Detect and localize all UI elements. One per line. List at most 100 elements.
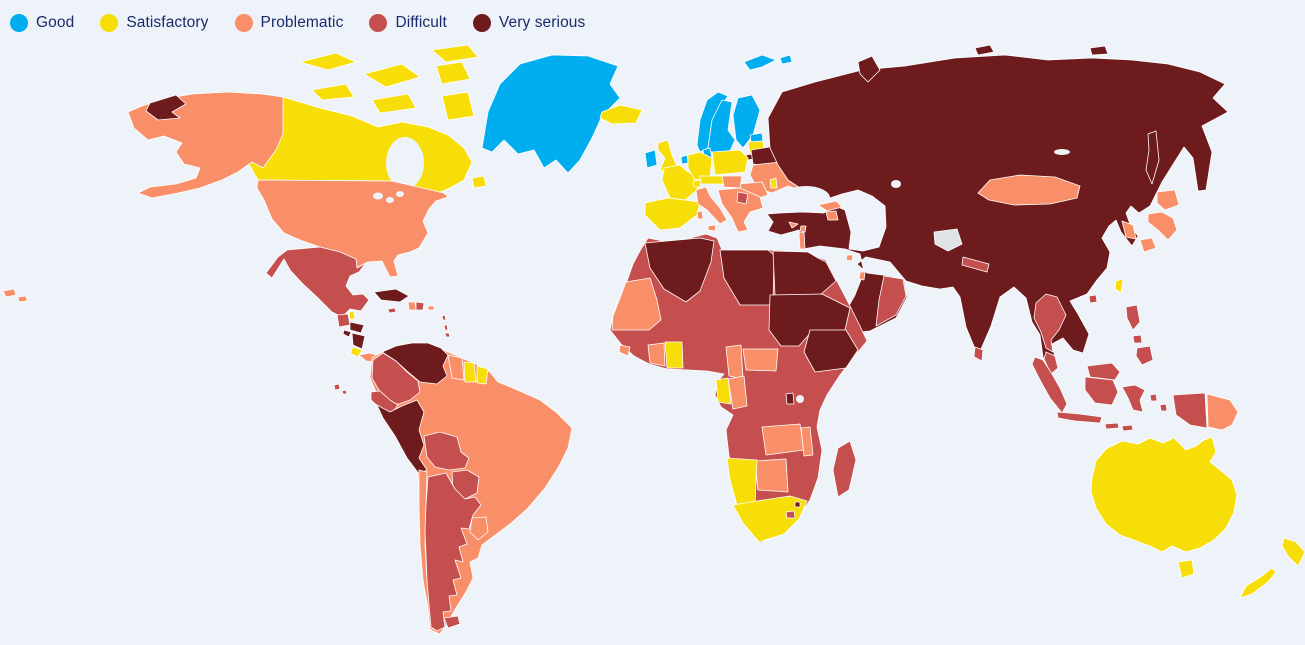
region-lesotho[interactable] xyxy=(785,510,796,519)
region-new-siberian-islands[interactable] xyxy=(1089,45,1109,56)
region-central-african-republic[interactable] xyxy=(742,348,779,372)
region-western-sahara-mauritania-senegal[interactable] xyxy=(611,277,662,331)
region-malaysia-borneo[interactable] xyxy=(1086,362,1121,381)
region-indonesia-java[interactable] xyxy=(1056,411,1103,424)
region-hainan[interactable] xyxy=(1088,294,1098,304)
region-botswana[interactable] xyxy=(754,458,789,493)
region-jamaica[interactable] xyxy=(387,307,397,314)
region-papua-new-guinea[interactable] xyxy=(1206,393,1239,431)
region-oman[interactable] xyxy=(875,275,907,327)
region-uruguay[interactable] xyxy=(469,516,489,541)
region-colombia[interactable] xyxy=(371,352,421,405)
region-bolivia[interactable] xyxy=(423,431,470,471)
region-south-korea[interactable] xyxy=(1121,220,1137,240)
region-lebanon[interactable] xyxy=(799,225,807,233)
region-nicaragua[interactable] xyxy=(351,332,366,350)
region-armenia[interactable] xyxy=(825,210,839,221)
region-taiwan[interactable] xyxy=(1114,278,1124,294)
region-rwanda-burundi[interactable] xyxy=(785,392,795,405)
region-namibia[interactable] xyxy=(726,457,758,506)
region-malaysia-peninsula[interactable] xyxy=(1043,351,1059,375)
region-greenland[interactable] xyxy=(481,54,621,174)
region-sierra-leone[interactable] xyxy=(618,344,631,357)
region-thailand-laos[interactable] xyxy=(1033,293,1067,353)
region-galapagos[interactable] xyxy=(333,383,348,395)
region-indonesia-borneo[interactable] xyxy=(1084,376,1119,406)
region-dominican-republic[interactable] xyxy=(415,301,425,311)
region-costa-rica[interactable] xyxy=(349,346,363,358)
region-australia[interactable] xyxy=(1090,436,1238,553)
region-cameroon[interactable] xyxy=(725,344,744,380)
region-indonesia-moluccas[interactable] xyxy=(1149,393,1168,412)
region-georgia[interactable] xyxy=(817,200,843,212)
region-ghana[interactable] xyxy=(664,341,684,369)
region-haiti[interactable] xyxy=(407,301,417,311)
region-malawi[interactable] xyxy=(800,426,814,457)
region-novaya-zemlya[interactable] xyxy=(857,55,881,83)
region-eritrea-ethiopia[interactable] xyxy=(803,329,859,373)
region-usa[interactable] xyxy=(256,179,449,278)
region-sakhalin[interactable] xyxy=(1145,130,1160,185)
region-iceland[interactable] xyxy=(599,104,643,125)
region-sri-lanka[interactable] xyxy=(973,346,984,362)
region-iberia[interactable] xyxy=(644,197,701,231)
region-hungary-slovakia[interactable] xyxy=(721,175,743,189)
region-ivory-coast[interactable] xyxy=(647,342,666,367)
region-belize[interactable] xyxy=(348,310,356,320)
region-serbia[interactable] xyxy=(736,191,749,205)
region-south-africa[interactable] xyxy=(732,495,808,543)
region-argentina[interactable] xyxy=(424,472,482,632)
region-honduras[interactable] xyxy=(349,321,365,334)
region-tierra-del-fuego[interactable] xyxy=(443,615,461,629)
region-tasmania[interactable] xyxy=(1177,559,1195,579)
region-egypt[interactable] xyxy=(772,250,837,296)
region-kuwait[interactable] xyxy=(845,254,854,262)
region-mongolia[interactable] xyxy=(977,174,1081,206)
region-balkans[interactable] xyxy=(717,187,764,233)
region-indonesia-sumatra[interactable] xyxy=(1031,356,1068,414)
region-peru[interactable] xyxy=(376,399,428,475)
region-congo[interactable] xyxy=(727,375,748,410)
region-svalbard[interactable] xyxy=(743,54,793,71)
region-indonesia-lesser-sunda[interactable] xyxy=(1104,422,1134,432)
region-el-salvador[interactable] xyxy=(342,329,352,338)
region-french-guiana[interactable] xyxy=(476,365,489,385)
region-puerto-rico[interactable] xyxy=(427,305,435,311)
region-severnaya-zemlya[interactable] xyxy=(974,44,995,56)
region-madagascar[interactable] xyxy=(832,440,857,498)
region-ecuador[interactable] xyxy=(370,390,399,414)
region-guyana[interactable] xyxy=(447,354,465,381)
region-newfoundland[interactable] xyxy=(471,175,487,189)
region-venezuela[interactable] xyxy=(381,342,449,385)
region-indonesia-west-papua[interactable] xyxy=(1172,392,1208,429)
region-chukotka[interactable] xyxy=(145,94,187,121)
region-finland[interactable] xyxy=(732,94,761,149)
region-netherlands[interactable] xyxy=(680,154,689,165)
region-mexico[interactable] xyxy=(265,246,370,318)
region-eswatini[interactable] xyxy=(794,501,801,508)
region-switzerland[interactable] xyxy=(692,179,702,188)
region-moldova[interactable] xyxy=(769,177,778,189)
region-algeria[interactable] xyxy=(644,237,715,303)
region-israel[interactable] xyxy=(798,231,806,250)
region-italy[interactable] xyxy=(695,186,728,232)
region-hawaii[interactable] xyxy=(2,288,28,303)
region-estonia[interactable] xyxy=(749,132,764,143)
region-nepal[interactable] xyxy=(961,256,990,273)
region-poland[interactable] xyxy=(711,149,749,176)
region-suriname[interactable] xyxy=(463,361,477,383)
region-philippines[interactable] xyxy=(1125,304,1154,366)
region-new-zealand[interactable] xyxy=(1239,537,1305,599)
region-indonesia-sulawesi[interactable] xyxy=(1121,384,1146,413)
region-canada-arctic-islands[interactable] xyxy=(299,44,479,121)
region-gabon[interactable] xyxy=(715,377,732,405)
region-cuba[interactable] xyxy=(373,288,410,303)
region-kashmir[interactable] xyxy=(933,228,963,252)
region-cyprus[interactable] xyxy=(788,221,799,229)
region-qatar[interactable] xyxy=(858,271,866,281)
region-ireland[interactable] xyxy=(644,149,658,169)
region-zambia[interactable] xyxy=(761,423,805,456)
region-guatemala[interactable] xyxy=(336,313,351,328)
region-lesser-antilles[interactable] xyxy=(441,314,451,338)
region-japan[interactable] xyxy=(1139,189,1180,253)
